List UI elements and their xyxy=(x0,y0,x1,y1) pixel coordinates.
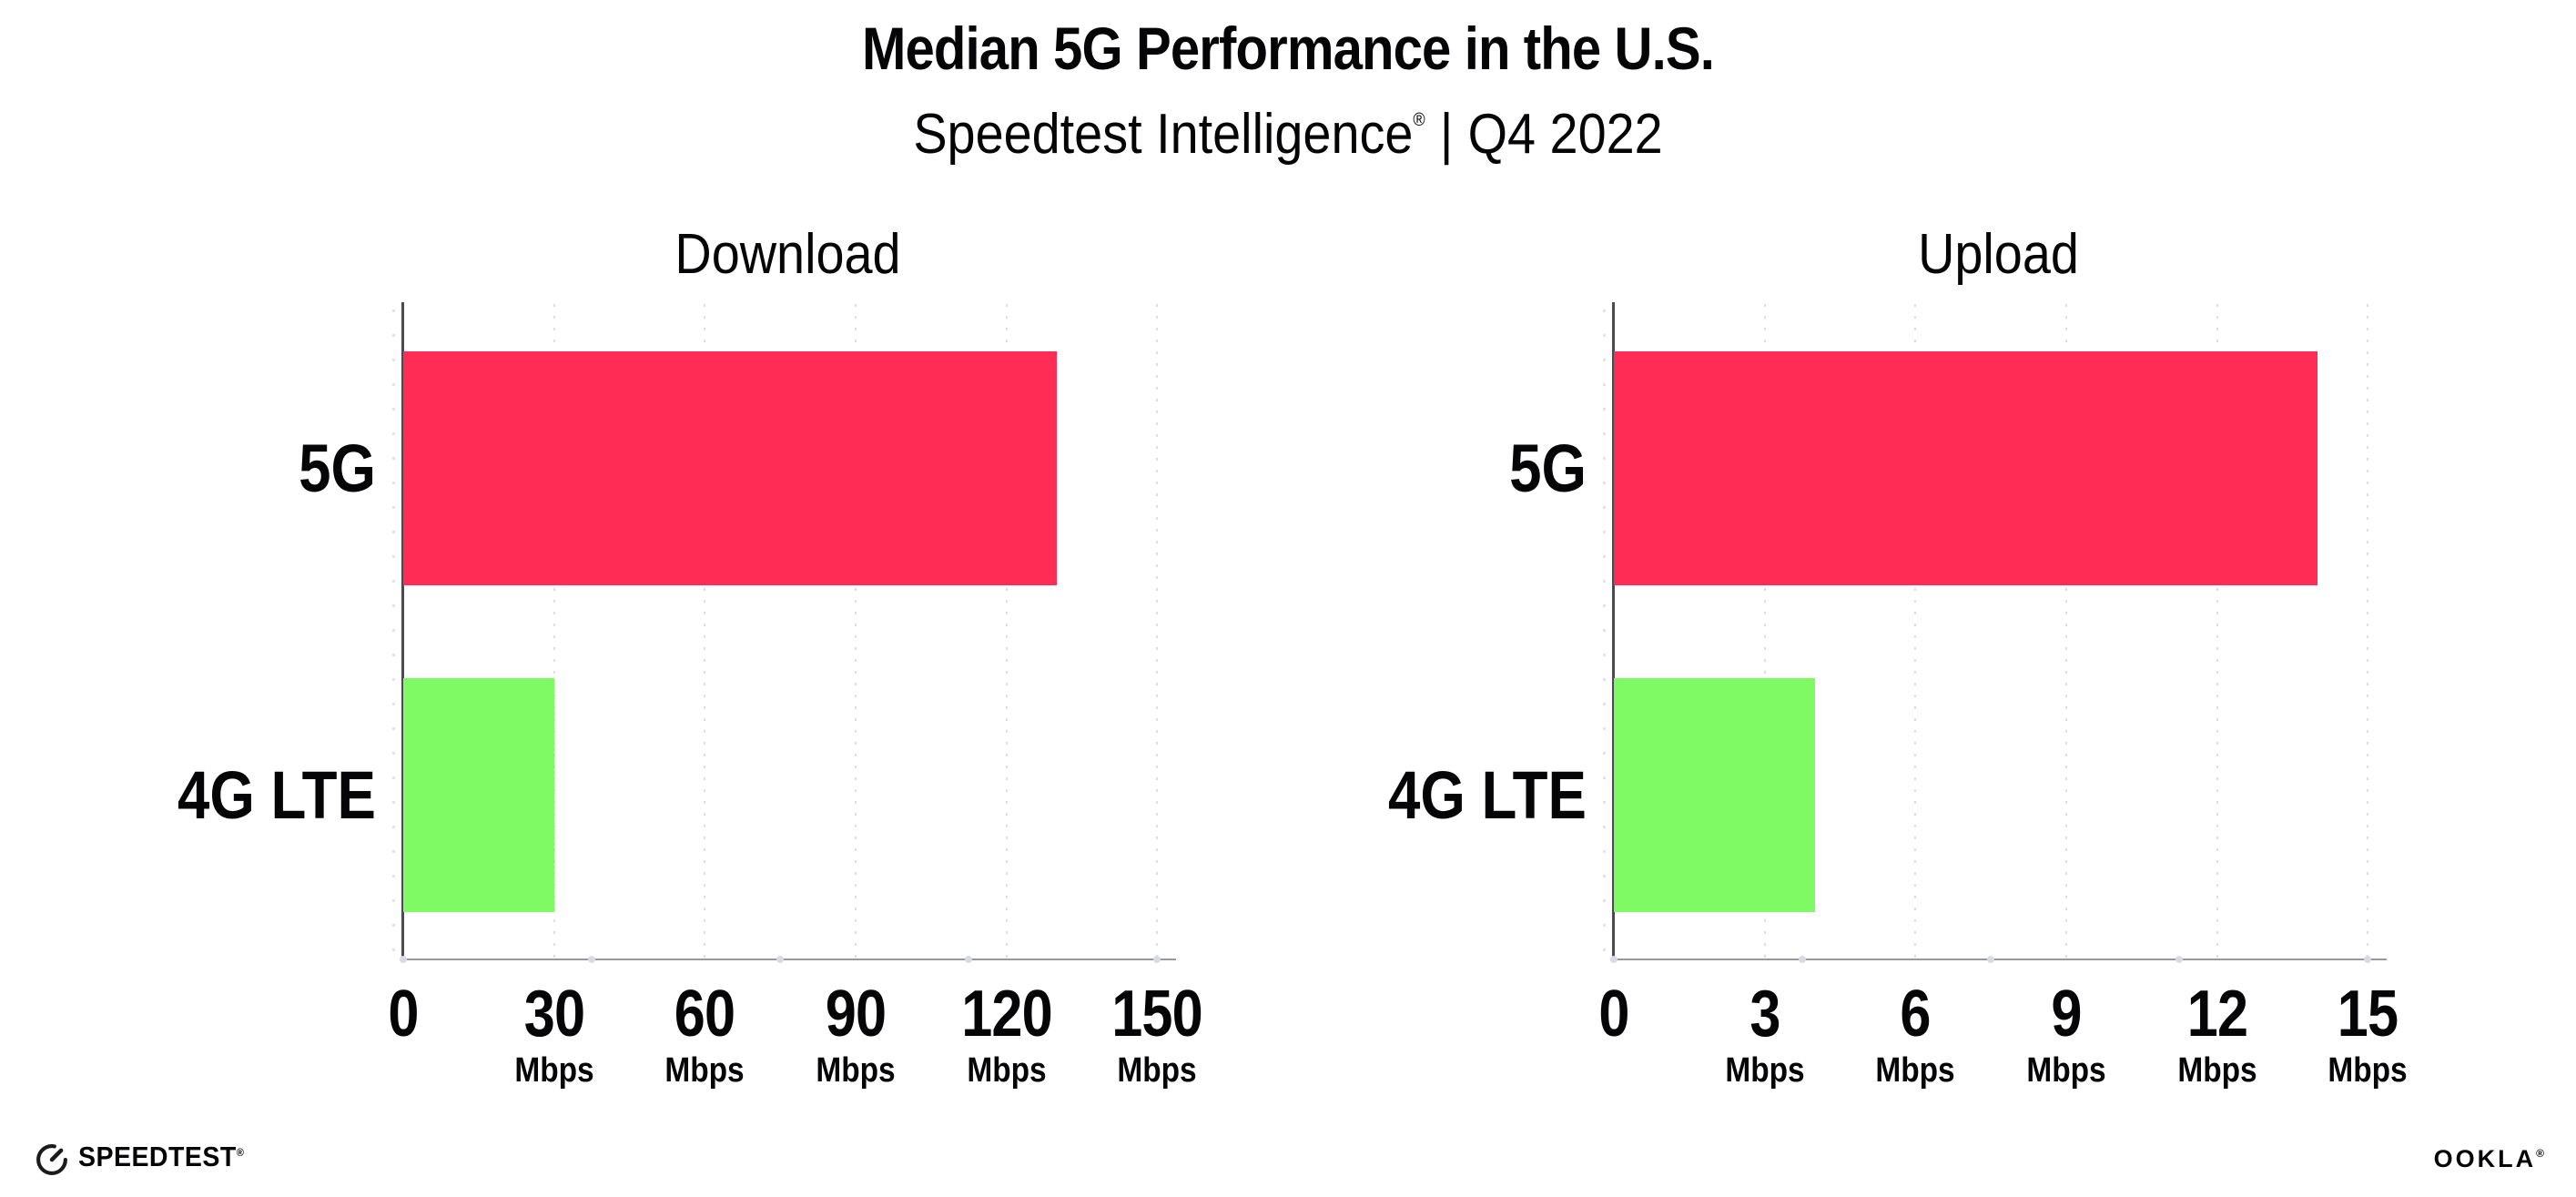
x-tick-15: 15 Mbps xyxy=(2258,978,2477,1091)
x-tick-0: 0 xyxy=(294,978,512,1050)
x-tick-120: 120 Mbps xyxy=(898,978,1116,1091)
download-plot-area: 5G 4G LTE 0 30 Mbps 60 Mbps 90 Mbps 120 Mbps 150 Mbp… xyxy=(177,302,1203,1090)
x-tick-6: 6 Mbps xyxy=(1806,978,2024,1091)
x-tick-unit: Mbps xyxy=(967,1051,1047,1090)
bar-4g-lte xyxy=(1614,678,1815,912)
x-axis-minor-tick-dot xyxy=(1153,956,1161,963)
y-axis-minor-ticks xyxy=(392,309,395,959)
speedtest-gauge-icon xyxy=(36,1144,67,1175)
x-tick-12: 12 Mbps xyxy=(2108,978,2327,1091)
x-axis-minor-tick-dot xyxy=(1987,956,1995,963)
y-axis-minor-ticks xyxy=(1603,309,1606,959)
x-tick-0: 0 xyxy=(1505,978,1723,1050)
ookla-wordmark-text: OOKLA xyxy=(2433,1145,2537,1172)
x-tick-unit: Mbps xyxy=(1875,1051,1956,1090)
y-axis-line xyxy=(401,302,404,960)
upload-plot-area: 5G 4G LTE 0 3 Mbps 6 Mbps 9 Mbps 12 Mbps 15 Mbps xyxy=(1388,302,2408,1090)
x-axis-minor-tick-dot xyxy=(2175,956,2184,963)
x-axis-minor-tick-dot xyxy=(776,956,785,963)
category-label-5g: 5G xyxy=(1509,430,1587,506)
registered-trademark-symbol: ® xyxy=(1413,110,1425,130)
x-axis-minor-tick-dot xyxy=(1610,956,1618,963)
x-tick-30: 30 Mbps xyxy=(445,978,664,1091)
x-tick-9: 9 Mbps xyxy=(1957,978,2175,1091)
bar-5g xyxy=(403,351,1057,585)
x-tick-60: 60 Mbps xyxy=(595,978,814,1091)
y-axis-line xyxy=(1612,302,1615,960)
page-subtitle: Speedtest Intelligence® | Q4 2022 xyxy=(129,95,2448,188)
subtitle-separator: | xyxy=(1439,103,1454,166)
x-tick-number: 9 xyxy=(2051,978,2082,1050)
x-tick-number: 3 xyxy=(1749,978,1780,1050)
gridline-90 xyxy=(855,304,857,959)
x-tick-number: 150 xyxy=(1111,978,1203,1050)
gridline-60 xyxy=(704,304,706,959)
x-tick-unit: Mbps xyxy=(816,1051,896,1090)
x-axis-line xyxy=(1614,959,2387,960)
x-axis-minor-tick-dot xyxy=(400,956,407,963)
gridline-120 xyxy=(1005,304,1008,959)
x-tick-unit: Mbps xyxy=(1725,1051,1805,1090)
gridline-15 xyxy=(2367,304,2369,959)
category-label-4g-lte: 4G LTE xyxy=(1387,756,1587,833)
x-tick-number: 15 xyxy=(2338,978,2399,1050)
bar-5g xyxy=(1614,351,2318,585)
x-tick-number: 12 xyxy=(2186,978,2248,1050)
chart-title-upload: Upload xyxy=(1918,223,2079,286)
x-tick-number: 90 xyxy=(825,978,887,1050)
gridline-6 xyxy=(1914,304,1917,959)
x-tick-number: 60 xyxy=(674,978,735,1050)
x-axis-minor-tick-dot xyxy=(588,956,596,963)
ookla-trademark-symbol: ® xyxy=(2536,1147,2547,1160)
speedtest-wordmark: SPEEDTEST® xyxy=(78,1141,244,1178)
x-tick-number: 120 xyxy=(960,978,1052,1050)
gridline-9 xyxy=(2065,304,2068,959)
speedtest-logo: SPEEDTEST® xyxy=(35,1141,259,1178)
speedtest-wordmark-text: SPEEDTEST xyxy=(78,1141,237,1172)
x-tick-unit: Mbps xyxy=(2328,1051,2409,1090)
gridline-30 xyxy=(553,304,555,959)
subtitle-brand: Speedtest Intelligence xyxy=(913,103,1414,166)
x-tick-unit: Mbps xyxy=(514,1051,594,1090)
gridline-3 xyxy=(1763,304,1766,959)
x-tick-number: 6 xyxy=(1900,978,1932,1050)
x-axis-minor-tick-dot xyxy=(2364,956,2372,963)
x-axis-minor-tick-dot xyxy=(1799,956,1807,963)
gridline-12 xyxy=(2216,304,2218,959)
x-tick-unit: Mbps xyxy=(2026,1051,2106,1090)
x-tick-number: 0 xyxy=(388,978,419,1050)
x-tick-unit: Mbps xyxy=(2177,1051,2257,1090)
x-tick-90: 90 Mbps xyxy=(746,978,965,1091)
x-tick-number: 0 xyxy=(1598,978,1629,1050)
subtitle-period: Q4 2022 xyxy=(1467,103,1663,166)
x-axis-minor-tick-dot xyxy=(965,956,973,963)
category-label-4g-lte: 4G LTE xyxy=(177,756,376,833)
x-tick-3: 3 Mbps xyxy=(1656,978,1874,1091)
x-tick-number: 30 xyxy=(523,978,584,1050)
page-title: Median 5G Performance in the U.S. xyxy=(862,15,1715,82)
chart-title-download: Download xyxy=(674,223,901,286)
category-label-5g: 5G xyxy=(299,430,376,506)
x-tick-150: 150 Mbps xyxy=(1048,978,1266,1091)
x-axis-line xyxy=(403,959,1176,960)
speedtest-trademark-symbol: ® xyxy=(236,1146,245,1159)
x-tick-unit: Mbps xyxy=(664,1051,745,1090)
ookla-logo: OOKLA® xyxy=(2434,1145,2547,1177)
x-tick-unit: Mbps xyxy=(1117,1051,1198,1090)
gridline-150 xyxy=(1156,304,1159,959)
bar-4g-lte xyxy=(403,678,554,912)
